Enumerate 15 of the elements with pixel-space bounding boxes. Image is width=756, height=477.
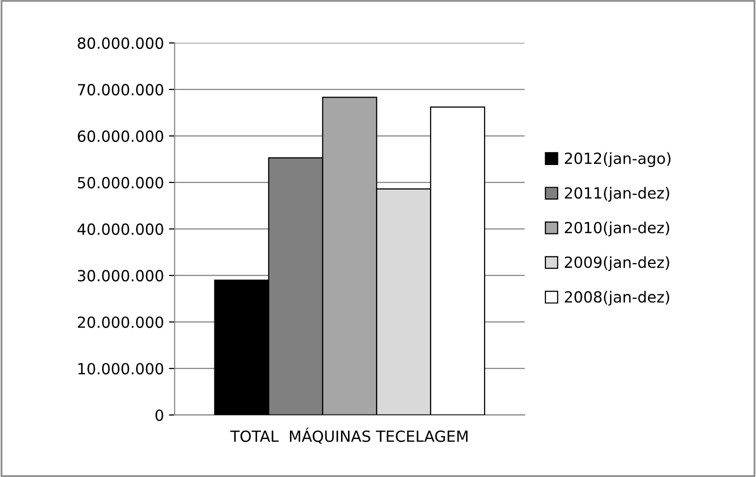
y-tick-label: 30.000.000 bbox=[78, 270, 164, 282]
y-tick-label: 70.000.000 bbox=[78, 84, 164, 96]
legend-label: 2012(jan-ago) bbox=[564, 152, 670, 168]
y-tick-label: 10.000.000 bbox=[78, 362, 164, 375]
legend-label: 2010(jan-dez) bbox=[564, 222, 670, 236]
y-tick-label: 60.000.000 bbox=[78, 130, 164, 142]
legend-label: 2008(jan-dez) bbox=[564, 290, 670, 306]
y-tick-label: 0 bbox=[156, 409, 164, 422]
y-tick-label: 40.000.000 bbox=[77, 223, 164, 235]
y-tick-label: 80.000.000 bbox=[78, 37, 164, 49]
y-tick-label: 20.000.000 bbox=[78, 316, 164, 328]
legend-label: 2011(jan-dez) bbox=[564, 186, 670, 202]
legend-label: 2009(jan-dez) bbox=[564, 256, 670, 271]
y-tick-label: 50.000.000 bbox=[78, 176, 164, 188]
x-tick-label: TOTAL MÁQUINAS TECELAGEM bbox=[230, 428, 468, 444]
